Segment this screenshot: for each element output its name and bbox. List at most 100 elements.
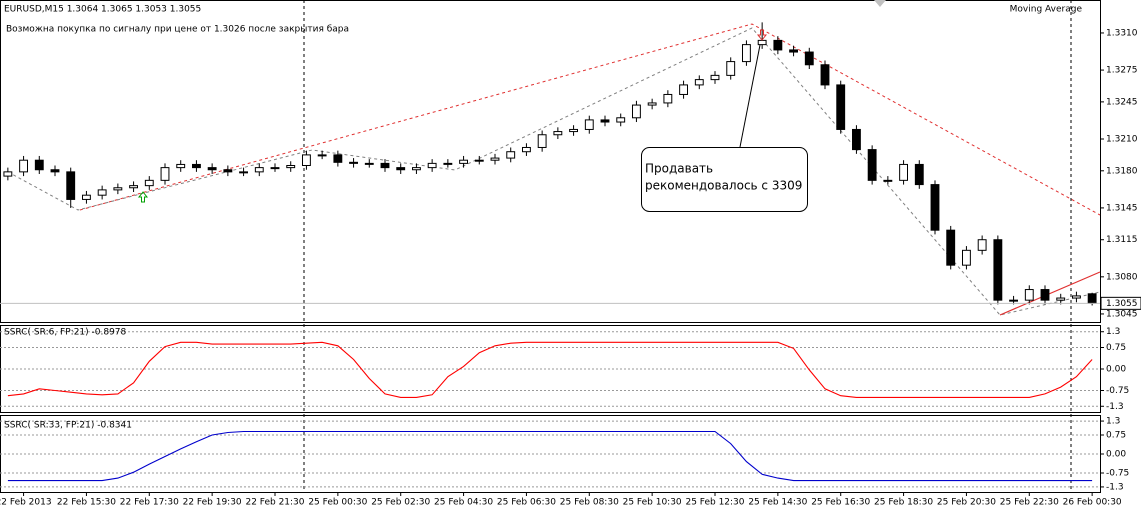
candle-body xyxy=(899,163,909,181)
y-tick-label: 1.3080 xyxy=(1106,272,1138,282)
marker xyxy=(874,0,886,7)
candle-body xyxy=(459,159,468,164)
candle-body xyxy=(1024,289,1034,301)
candle-body xyxy=(522,146,531,153)
x-tick-label: 22 Feb 19:30 xyxy=(183,498,242,508)
candle-body xyxy=(176,163,186,169)
candle-body xyxy=(789,49,799,53)
candle-body xyxy=(977,239,987,251)
y-tick-label: 1.3245 xyxy=(1106,97,1138,107)
candle-body xyxy=(553,131,563,136)
candle-body xyxy=(50,169,60,173)
indicator-title: SSRC( SR:6, FP:21) -0.8978 xyxy=(4,328,127,338)
candle-body xyxy=(663,93,673,104)
x-tick-label: 25 Feb 20:30 xyxy=(937,498,996,508)
annotation: рекомендовалось с 3309 xyxy=(645,179,802,193)
candle-body xyxy=(930,184,940,231)
candle-body xyxy=(584,119,594,130)
candle-body xyxy=(1087,293,1097,304)
y-tick-label: 1.3115 xyxy=(1106,235,1138,245)
candle-body xyxy=(3,171,13,177)
candle-body xyxy=(160,167,170,181)
candle-body xyxy=(380,162,390,169)
candle-body xyxy=(207,167,217,171)
indicator-title: SSRC( SR:33, FP:21) -0.8341 xyxy=(4,421,132,431)
zigzag xyxy=(7,27,1101,316)
candle-body xyxy=(537,134,547,148)
candle-body xyxy=(914,163,924,186)
y-tick-label: 0.00 xyxy=(1106,450,1126,460)
indicator-line xyxy=(7,430,1093,482)
candle-body xyxy=(962,249,971,266)
candle-body xyxy=(506,151,516,159)
y-tick-label: 1.3 xyxy=(1106,417,1120,427)
candle-body xyxy=(632,104,641,119)
x-tick-label: 25 Feb 08:30 xyxy=(560,498,619,508)
x-tick-label: 25 Feb 00:30 xyxy=(308,498,367,508)
candle-body xyxy=(852,128,861,151)
candle-body xyxy=(364,162,374,165)
x-tick-label: 25 Feb 12:30 xyxy=(685,498,744,508)
trend-line xyxy=(999,271,1101,316)
candle-body xyxy=(883,179,893,182)
y-tick-label: 0.75 xyxy=(1106,343,1126,353)
x-tick-label: 25 Feb 22:30 xyxy=(1000,498,1059,508)
candle-body xyxy=(804,51,814,66)
candle-body xyxy=(474,159,484,162)
x-tick-label: 22 Feb 17:30 xyxy=(120,498,179,508)
y-tick-label: 1.3275 xyxy=(1106,66,1138,76)
candle-body xyxy=(726,61,736,76)
candle-body xyxy=(113,187,123,191)
candle-body xyxy=(773,39,783,51)
x-tick-label: 22 Feb 21:30 xyxy=(245,498,304,508)
chart-title: EURUSD,M15 1.3064 1.3065 1.3053 1.3055 xyxy=(4,5,201,15)
x-tick-label: 25 Feb 16:30 xyxy=(811,498,870,508)
candle-body xyxy=(286,164,296,169)
candle-body xyxy=(192,163,201,169)
candle-body xyxy=(1040,289,1050,301)
candle-body xyxy=(144,179,154,187)
candle-body xyxy=(317,154,327,157)
candle-body xyxy=(82,194,91,200)
candle-body xyxy=(946,229,956,266)
candle-body xyxy=(302,154,311,166)
candle-body xyxy=(679,84,689,95)
y-tick-label: -0.75 xyxy=(1106,469,1129,479)
candle-body xyxy=(412,167,421,171)
y-tick-label: 1.3045 xyxy=(1106,309,1138,319)
y-tick-label: 0.75 xyxy=(1106,431,1126,441)
y-tick-label: -1.3 xyxy=(1106,402,1124,412)
candle-body xyxy=(19,159,28,173)
y-tick-label: 1.3210 xyxy=(1106,134,1138,144)
candle-body xyxy=(742,44,751,63)
candle-body xyxy=(443,162,453,165)
x-tick-label: 25 Feb 06:30 xyxy=(497,498,556,508)
signal-text: Возможна покупка по сигналу при цене от … xyxy=(6,25,349,35)
candle-body xyxy=(694,79,704,86)
candle-body xyxy=(757,39,767,46)
candle-body xyxy=(129,185,138,189)
candle-body xyxy=(97,189,107,196)
x-tick-label: 25 Feb 04:30 xyxy=(434,498,493,508)
main-pane-frame xyxy=(0,0,1101,323)
candle-body xyxy=(1009,299,1019,302)
candle-body xyxy=(993,239,1003,301)
candle-body xyxy=(427,162,437,169)
candle-body xyxy=(647,102,657,106)
candle-body xyxy=(569,128,579,133)
candle-body xyxy=(349,161,358,164)
callout-box xyxy=(641,147,808,212)
x-tick-label: 25 Feb 14:30 xyxy=(748,498,807,508)
y-tick-label: -0.75 xyxy=(1106,386,1129,396)
y-tick-label: 0.00 xyxy=(1106,365,1126,375)
buy-arrow xyxy=(137,191,149,203)
y-tick-label: 1.3145 xyxy=(1106,203,1138,213)
candle-body xyxy=(223,169,233,173)
annotation: Продавать xyxy=(645,162,713,176)
candle-body xyxy=(490,157,500,161)
candle-body xyxy=(820,64,830,86)
candle-body xyxy=(254,167,264,173)
indicator-label: Moving Average xyxy=(1010,5,1083,15)
x-tick-label: 22 Feb 15:30 xyxy=(57,498,116,508)
